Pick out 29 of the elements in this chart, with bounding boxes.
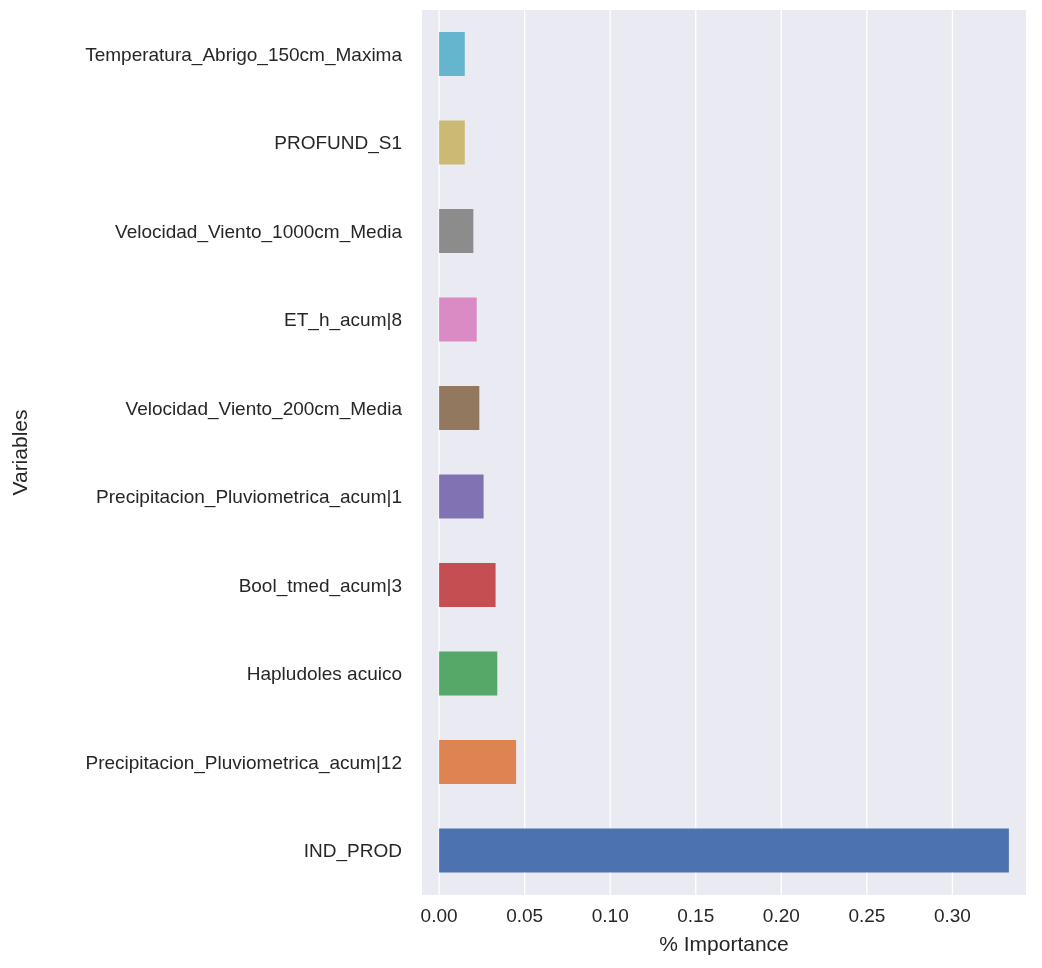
bar bbox=[439, 120, 465, 165]
x-tick-label: 0.15 bbox=[677, 905, 715, 927]
x-tick-label: 0.20 bbox=[762, 905, 800, 927]
y-tick-label: Precipitacion_Pluviometrica_acum|1 bbox=[96, 486, 402, 509]
bar bbox=[439, 209, 474, 253]
x-tick-label: 0.00 bbox=[420, 905, 458, 927]
y-tick-label: Hapludoles acuico bbox=[246, 663, 402, 685]
y-tick-label: Velocidad_Viento_200cm_Media bbox=[125, 397, 403, 420]
y-tick-label: Bool_tmed_acum|3 bbox=[238, 574, 402, 597]
y-tick-label: PROFUND_S1 bbox=[274, 132, 402, 155]
x-tick-label: 0.25 bbox=[848, 905, 886, 927]
bar bbox=[439, 563, 496, 607]
y-tick-label: Velocidad_Viento_1000cm_Media bbox=[115, 220, 403, 243]
y-tick-label: Precipitacion_Pluviometrica_acum|12 bbox=[85, 751, 402, 774]
bar bbox=[439, 297, 477, 342]
y-axis-title: Variables bbox=[8, 409, 32, 496]
x-tick-label: 0.30 bbox=[933, 905, 971, 927]
bar bbox=[439, 474, 484, 519]
bar bbox=[439, 740, 517, 784]
bar bbox=[439, 651, 498, 696]
y-tick-label: ET_h_acum|8 bbox=[284, 309, 402, 332]
x-tick-label: 0.05 bbox=[506, 905, 544, 927]
bar bbox=[439, 32, 465, 76]
x-tick-label: 0.10 bbox=[591, 905, 629, 927]
y-tick-label: Temperatura_Abrigo_150cm_Maxima bbox=[85, 43, 403, 66]
x-axis-title: % Importance bbox=[659, 932, 789, 955]
bar bbox=[439, 828, 1009, 873]
bar bbox=[439, 386, 480, 430]
y-tick-label: IND_PROD bbox=[303, 840, 402, 863]
